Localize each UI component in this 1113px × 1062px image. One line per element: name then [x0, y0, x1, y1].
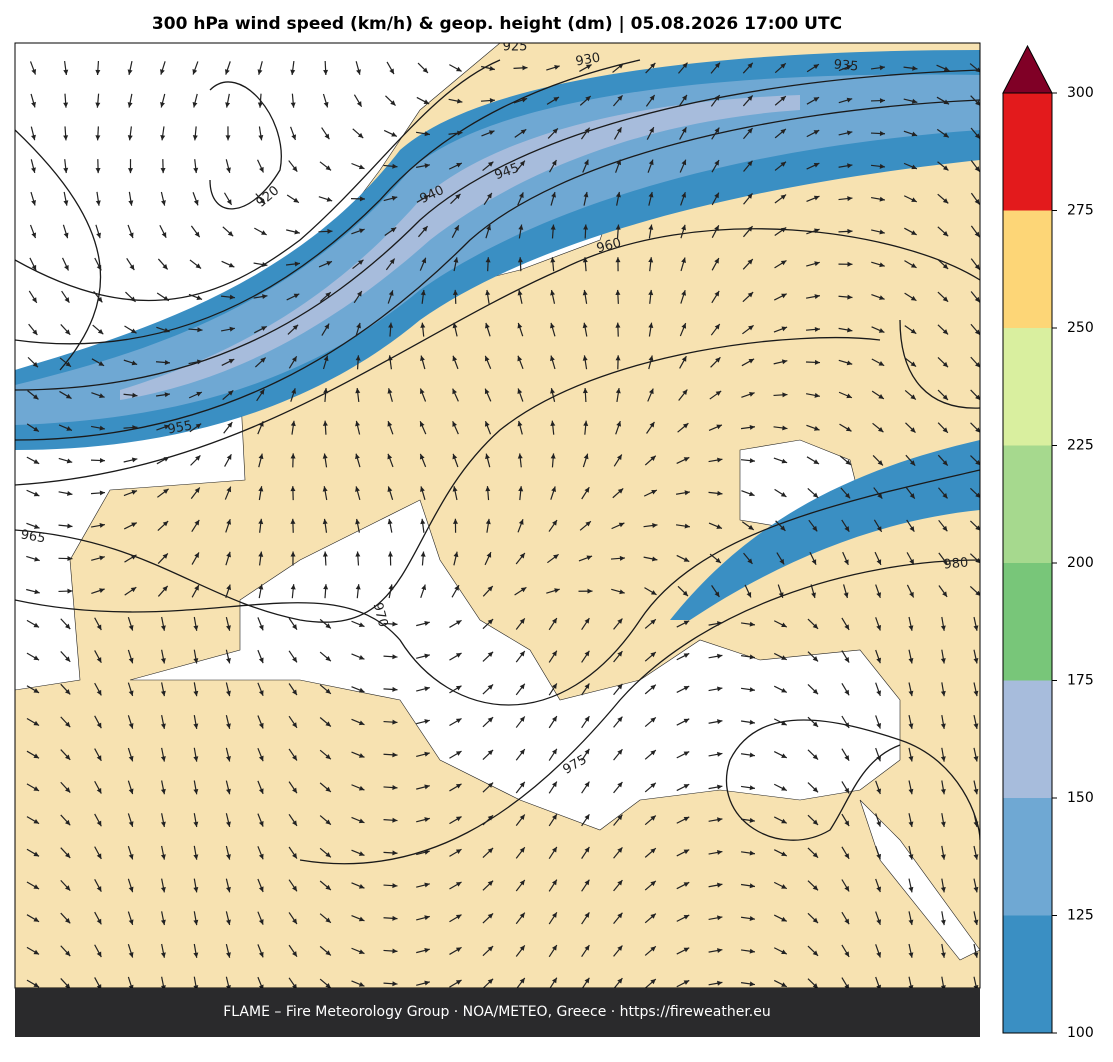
colorbar-tick-label: 250	[1067, 320, 1094, 336]
colorbar-extend	[1003, 46, 1052, 93]
colorbar-segment	[1003, 681, 1052, 799]
colorbar-tick-label: 150	[1067, 790, 1094, 806]
title: 300 hPa wind speed (km/h) & geop. height…	[152, 14, 842, 34]
colorbar: 100 125 150 175 200 225 250 275 300	[1003, 46, 1094, 1041]
contour-label: 935	[833, 57, 859, 74]
colorbar-segment	[1003, 446, 1052, 564]
colorbar-segment	[1003, 211, 1052, 329]
colorbar-tick-label: 225	[1067, 438, 1094, 454]
colorbar-segment	[1003, 328, 1052, 446]
colorbar-tick-label: 125	[1067, 908, 1094, 924]
contour-label: 980	[943, 555, 969, 572]
contour-label: 925	[503, 40, 528, 55]
colorbar-tick-label: 100	[1067, 1025, 1094, 1041]
footer: FLAME – Fire Meteorology Group · NOA/MET…	[223, 1004, 771, 1020]
colorbar-segment	[1003, 916, 1052, 1034]
colorbar-tick-label: 300	[1067, 85, 1094, 101]
colorbar-segment	[1003, 93, 1052, 211]
colorbar-segment	[1003, 798, 1052, 916]
colorbar-tick-label: 175	[1067, 673, 1094, 689]
colorbar-tick-label: 275	[1067, 203, 1094, 219]
colorbar-tick-label: 200	[1067, 555, 1094, 571]
colorbar-segment	[1003, 563, 1052, 681]
